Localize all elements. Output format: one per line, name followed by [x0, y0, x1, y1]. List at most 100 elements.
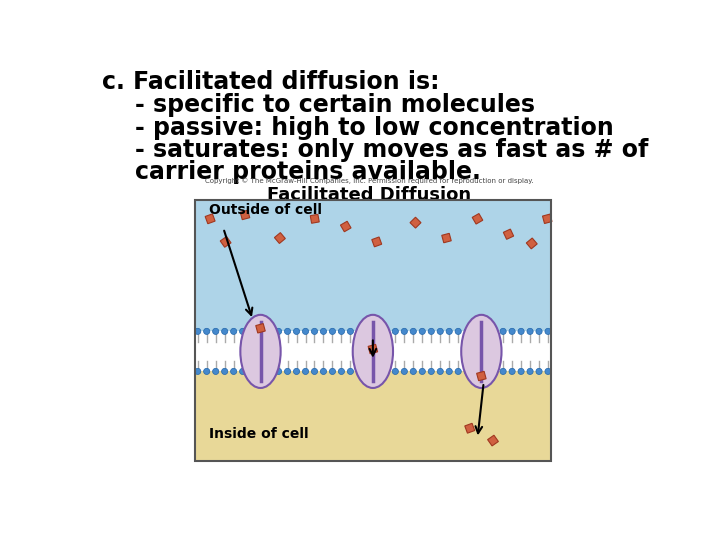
Circle shape — [194, 328, 201, 334]
Circle shape — [545, 368, 551, 375]
Circle shape — [248, 328, 255, 334]
Text: c. Facilitated diffusion is:: c. Facilitated diffusion is: — [102, 70, 439, 94]
Circle shape — [240, 368, 246, 375]
Text: - passive: high to low concentration: - passive: high to low concentration — [102, 116, 613, 140]
Circle shape — [527, 328, 534, 334]
Bar — [472, 213, 483, 224]
Bar — [256, 323, 265, 333]
Text: Inside of cell: Inside of cell — [209, 427, 308, 441]
Circle shape — [204, 328, 210, 334]
Bar — [194, 200, 551, 332]
Bar — [341, 221, 351, 232]
Bar — [442, 233, 451, 243]
Circle shape — [383, 368, 390, 375]
Bar — [194, 200, 551, 461]
Circle shape — [222, 368, 228, 375]
Bar — [526, 238, 537, 249]
Circle shape — [401, 328, 408, 334]
Circle shape — [194, 368, 201, 375]
Circle shape — [437, 328, 444, 334]
Bar — [542, 214, 552, 224]
Circle shape — [311, 328, 318, 334]
Circle shape — [428, 328, 434, 334]
Circle shape — [401, 368, 408, 375]
Circle shape — [320, 328, 327, 334]
Bar — [368, 345, 377, 354]
Circle shape — [294, 328, 300, 334]
Ellipse shape — [240, 315, 281, 388]
Circle shape — [338, 328, 345, 334]
Circle shape — [240, 328, 246, 334]
Circle shape — [212, 328, 219, 334]
Bar — [465, 423, 474, 433]
Circle shape — [374, 328, 380, 334]
Circle shape — [347, 368, 354, 375]
Circle shape — [545, 328, 551, 334]
Bar — [487, 435, 498, 446]
Circle shape — [356, 368, 362, 375]
Circle shape — [518, 368, 524, 375]
Circle shape — [212, 368, 219, 375]
Circle shape — [248, 368, 255, 375]
Circle shape — [509, 328, 516, 334]
Circle shape — [338, 368, 345, 375]
Circle shape — [536, 368, 542, 375]
Circle shape — [365, 368, 372, 375]
Circle shape — [410, 368, 416, 375]
Circle shape — [329, 328, 336, 334]
Circle shape — [266, 368, 273, 375]
Bar — [310, 214, 319, 223]
Text: - saturates: only moves as fast as # of: - saturates: only moves as fast as # of — [102, 138, 648, 162]
Circle shape — [365, 328, 372, 334]
Circle shape — [374, 368, 380, 375]
Circle shape — [509, 368, 516, 375]
Circle shape — [518, 328, 524, 334]
Circle shape — [276, 368, 282, 375]
Circle shape — [410, 328, 416, 334]
Text: Outside of cell: Outside of cell — [209, 204, 322, 218]
Circle shape — [284, 368, 291, 375]
Circle shape — [294, 368, 300, 375]
Bar — [372, 237, 382, 247]
Text: Facilitated Diffusion: Facilitated Diffusion — [267, 186, 471, 204]
Ellipse shape — [462, 315, 502, 388]
Circle shape — [419, 328, 426, 334]
Circle shape — [428, 368, 434, 375]
Circle shape — [491, 368, 498, 375]
Circle shape — [536, 328, 542, 334]
Circle shape — [204, 368, 210, 375]
Circle shape — [383, 328, 390, 334]
Circle shape — [491, 328, 498, 334]
Circle shape — [392, 328, 398, 334]
Circle shape — [356, 328, 362, 334]
Circle shape — [311, 368, 318, 375]
Circle shape — [464, 368, 470, 375]
Circle shape — [258, 368, 264, 375]
Bar — [194, 372, 551, 461]
Circle shape — [284, 328, 291, 334]
Circle shape — [455, 368, 462, 375]
Circle shape — [266, 328, 273, 334]
Circle shape — [258, 328, 264, 334]
Circle shape — [276, 328, 282, 334]
Circle shape — [230, 328, 237, 334]
Bar — [410, 217, 421, 228]
Circle shape — [446, 368, 452, 375]
Circle shape — [419, 368, 426, 375]
Circle shape — [392, 368, 398, 375]
Circle shape — [473, 328, 480, 334]
Circle shape — [482, 368, 488, 375]
Bar — [220, 237, 231, 247]
Circle shape — [455, 328, 462, 334]
Circle shape — [446, 328, 452, 334]
Circle shape — [464, 328, 470, 334]
Circle shape — [527, 368, 534, 375]
Text: carrier proteins available.: carrier proteins available. — [102, 160, 480, 184]
Circle shape — [482, 328, 488, 334]
Circle shape — [347, 328, 354, 334]
Circle shape — [302, 328, 309, 334]
Circle shape — [302, 368, 309, 375]
Circle shape — [329, 368, 336, 375]
Bar — [194, 332, 551, 372]
Circle shape — [222, 328, 228, 334]
